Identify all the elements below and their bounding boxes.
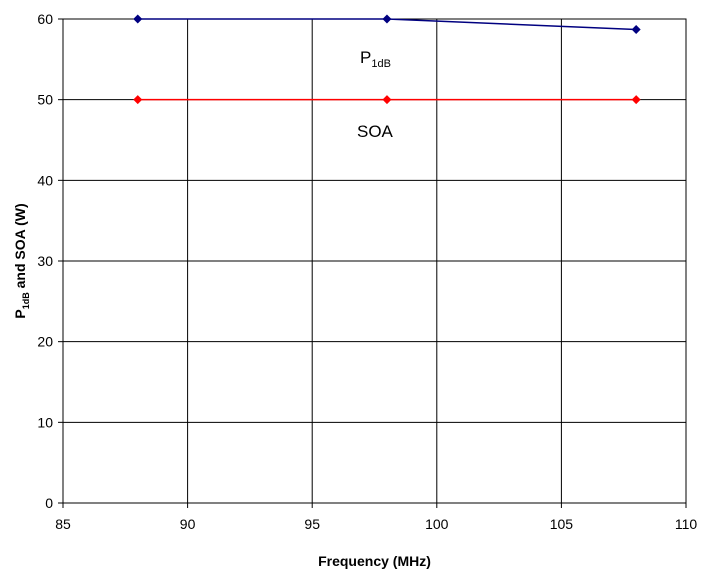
x-axis-title: Frequency (MHz) [318, 553, 431, 569]
y-tick-label: 40 [37, 172, 53, 188]
x-tick-label: 110 [675, 516, 698, 532]
y-tick-label: 0 [45, 495, 53, 511]
y-axis-title-subscript: 1dB [21, 292, 31, 310]
x-tick-label: 100 [425, 516, 449, 532]
y-tick-label: 10 [37, 414, 53, 430]
y-axis-title-main: P [12, 309, 28, 318]
x-tick-label: 95 [304, 516, 320, 532]
axis-ticks: 85 90 95 100 105 110 0 10 20 30 40 50 60 [37, 11, 697, 532]
y-tick-label: 50 [37, 92, 53, 108]
x-tick-label: 90 [180, 516, 196, 532]
series-1-data-point [382, 95, 392, 105]
y-axis-title: P1dB and SOA (W) [12, 203, 31, 318]
series-layer [133, 14, 641, 105]
y-axis-title-rest: and SOA (W) [12, 203, 28, 292]
y-tick-label: 60 [37, 11, 53, 27]
series-label-0: P1dB [360, 48, 391, 70]
grid-layer [63, 19, 686, 503]
x-tick-label: 105 [550, 516, 574, 532]
y-tick-label: 20 [37, 334, 53, 350]
series-labels: P1dB SOA [357, 48, 394, 141]
series-1-data-point [631, 95, 641, 105]
series-0-data-point [631, 24, 641, 34]
series-1-data-point [133, 95, 143, 105]
series-0-data-point [133, 14, 143, 24]
series-label-1: SOA [357, 122, 394, 141]
series-0-data-point [382, 14, 392, 24]
y-tick-label: 30 [37, 253, 53, 269]
x-tick-label: 85 [55, 516, 71, 532]
